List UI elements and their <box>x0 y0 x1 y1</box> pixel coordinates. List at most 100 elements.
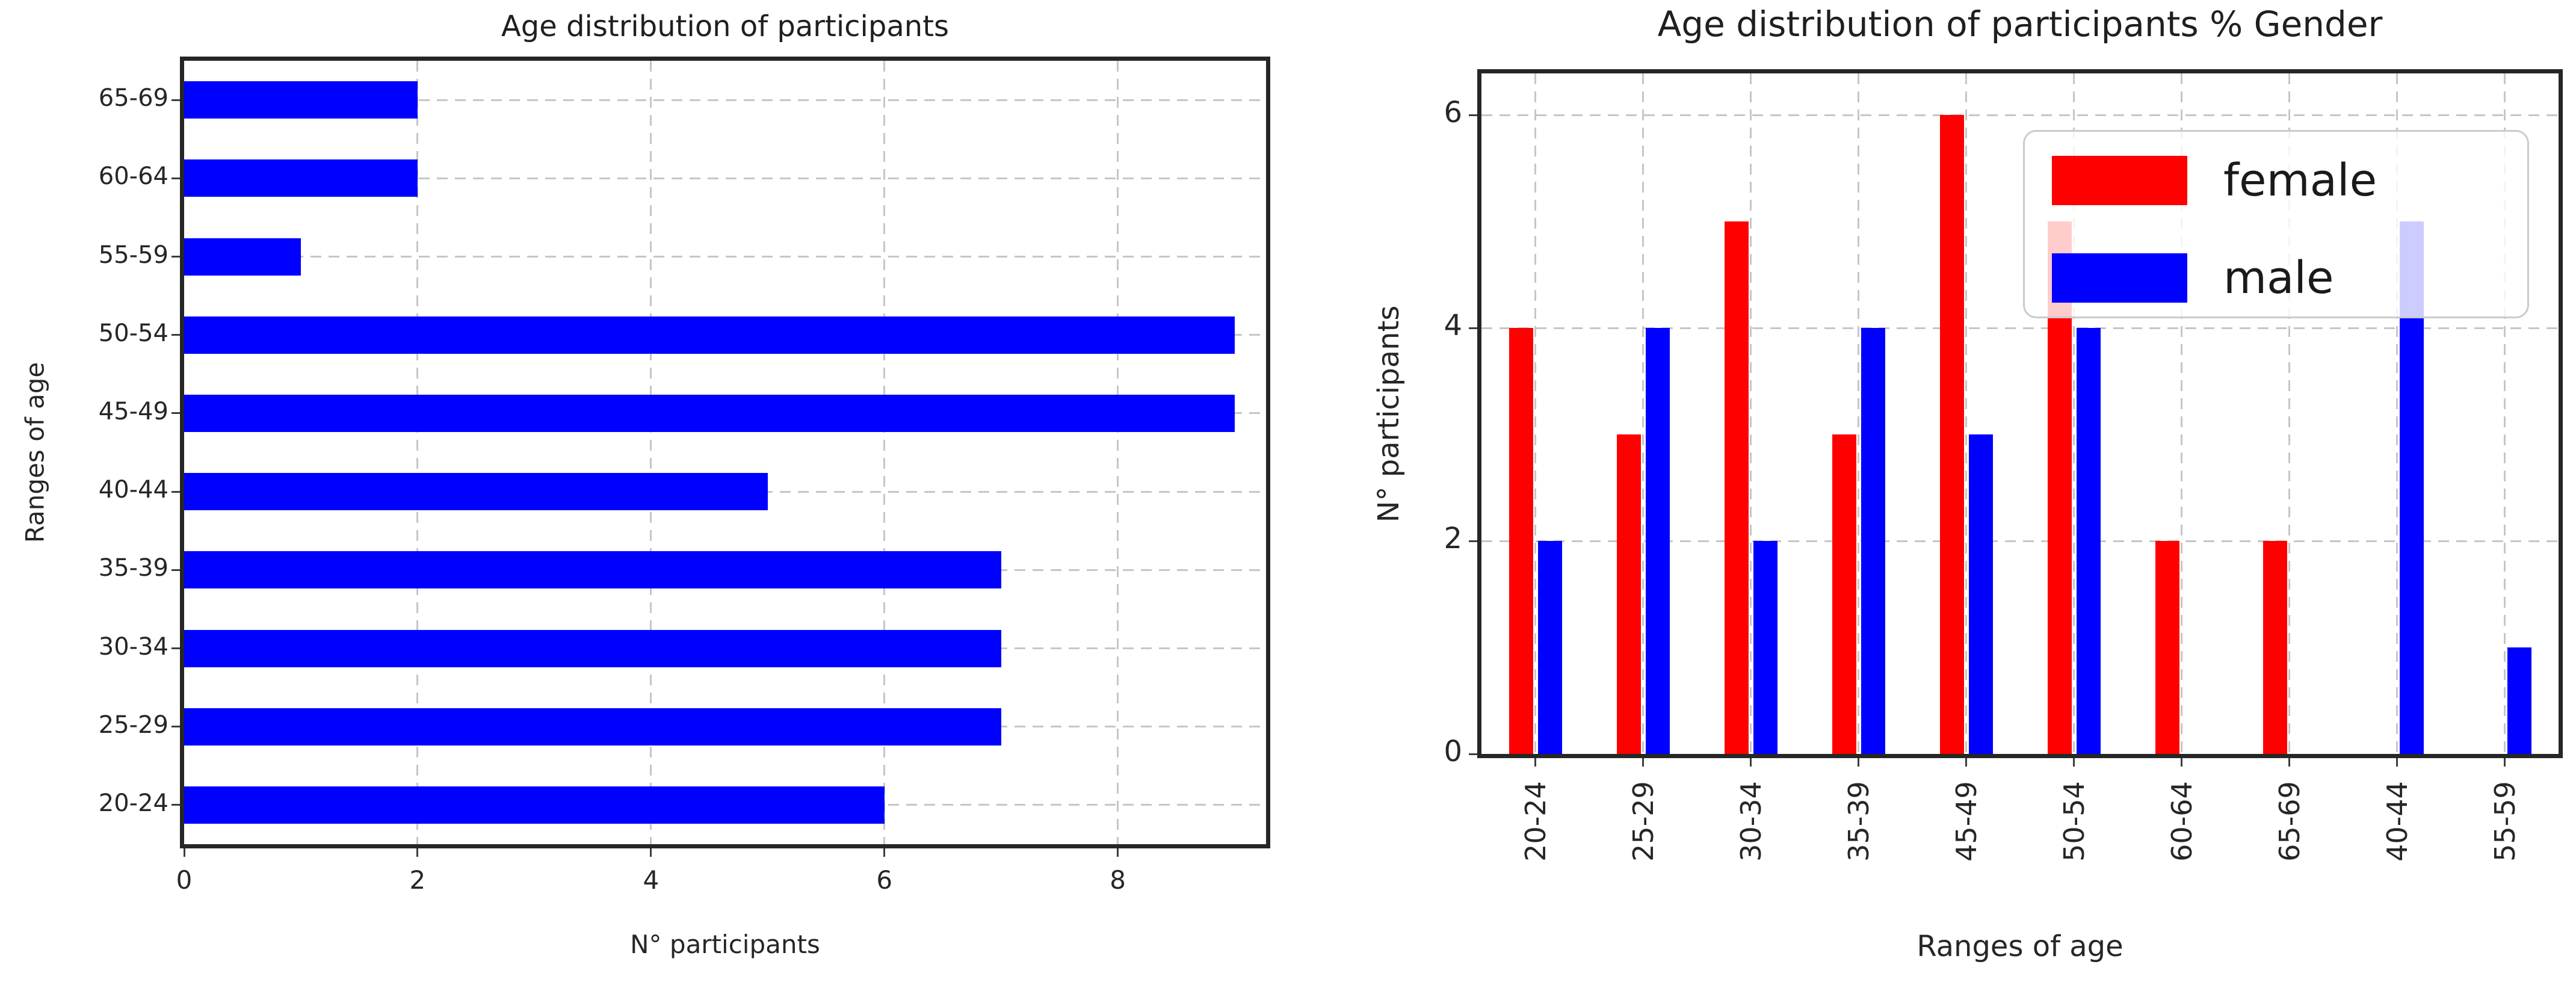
gridline-x-50-54 <box>2073 73 2075 754</box>
bar-female-30-34 <box>1724 221 1749 754</box>
bar-female-35-39 <box>1832 434 1856 754</box>
right-xtick-label-40-44: 40-44 <box>2380 781 2414 862</box>
right-xtick-mark-30-34 <box>1750 758 1752 767</box>
right-ytick-label-2: 2 <box>1444 522 1462 555</box>
gridline-y-65-69 <box>184 99 1266 101</box>
gridline-x-2 <box>416 61 419 844</box>
legend-label-male: male <box>2223 252 2334 304</box>
gridline-x-8 <box>1117 61 1119 844</box>
bar-female-65-69 <box>2262 541 2287 754</box>
right-xtick-label-55-59: 55-59 <box>2488 781 2521 862</box>
legend-swatch-male <box>2052 253 2187 303</box>
right-yaxis-label: N° participants <box>1372 305 1406 523</box>
xtick-label-4: 4 <box>643 865 659 895</box>
right-xtick-label-20-24: 20-24 <box>1519 781 1552 862</box>
gridline-y-55-59 <box>184 256 1266 258</box>
ytick-label-20-24: 20-24 <box>98 789 168 817</box>
bar-male-50-54 <box>2076 328 2101 754</box>
bar-female-25-29 <box>1616 434 1641 754</box>
ytick-label-55-59: 55-59 <box>98 241 168 269</box>
xtick-label-0: 0 <box>176 865 193 895</box>
right-xtick-label-65-69: 65-69 <box>2273 781 2306 862</box>
bar-35-39 <box>184 551 1001 589</box>
left-xaxis-label: N° participants <box>630 930 820 959</box>
right-xtick-mark-35-39 <box>1858 758 1859 767</box>
right-ytick-mark-6 <box>1469 114 1477 116</box>
right-ytick-label-4: 4 <box>1444 309 1462 343</box>
ytick-mark-50-54 <box>171 334 180 336</box>
bar-male-35-39 <box>1861 328 1885 754</box>
ytick-label-50-54: 50-54 <box>98 319 168 347</box>
right-xtick-label-35-39: 35-39 <box>1842 781 1875 862</box>
right-ytick-mark-4 <box>1469 327 1477 329</box>
right-xtick-label-60-64: 60-64 <box>2165 781 2198 862</box>
bar-male-55-59 <box>2507 647 2531 754</box>
gridline-x-20-24 <box>1534 73 1536 754</box>
gridline-x-40-44 <box>2396 73 2398 754</box>
bar-60-64 <box>184 159 418 197</box>
right-ytick-label-6: 6 <box>1444 96 1462 130</box>
ytick-mark-35-39 <box>171 569 180 571</box>
xtick-mark-0 <box>183 848 185 857</box>
ytick-label-25-29: 25-29 <box>98 711 168 739</box>
gridline-y-4 <box>1481 327 2559 329</box>
ytick-label-60-64: 60-64 <box>98 162 168 191</box>
ytick-label-65-69: 65-69 <box>98 84 168 113</box>
ytick-label-35-39: 35-39 <box>98 554 168 582</box>
ytick-label-40-44: 40-44 <box>98 476 168 504</box>
gridline-x-4 <box>650 61 652 844</box>
right-ytick-label-0: 0 <box>1444 735 1462 768</box>
xtick-mark-2 <box>416 848 419 857</box>
xtick-label-6: 6 <box>876 865 893 895</box>
ytick-mark-40-44 <box>171 490 180 493</box>
bar-male-45-49 <box>1968 434 1993 754</box>
bar-male-25-29 <box>1645 328 1670 754</box>
xtick-mark-8 <box>1117 848 1119 857</box>
bar-female-20-24 <box>1509 328 1533 754</box>
bar-50-54 <box>184 316 1235 354</box>
bar-20-24 <box>184 786 885 824</box>
bar-65-69 <box>184 81 418 119</box>
left-chart-title: Age distribution of participants <box>501 10 950 43</box>
gridline-x-35-39 <box>1858 73 1859 754</box>
gridline-x-30-34 <box>1750 73 1752 754</box>
ytick-label-30-34: 30-34 <box>98 632 168 661</box>
legend-swatch-female <box>2052 156 2187 205</box>
right-xtick-mark-25-29 <box>1642 758 1644 767</box>
bar-female-45-49 <box>1939 115 1964 754</box>
gridline-y-2 <box>1481 540 2559 542</box>
right-xtick-mark-60-64 <box>2181 758 2182 767</box>
right-xtick-label-50-54: 50-54 <box>2057 781 2090 862</box>
right-xtick-mark-55-59 <box>2504 758 2506 767</box>
right-xtick-mark-65-69 <box>2288 758 2290 767</box>
xtick-mark-6 <box>883 848 886 857</box>
legend-label-female: female <box>2223 155 2377 206</box>
right-ytick-mark-0 <box>1469 753 1477 755</box>
bar-25-29 <box>184 708 1001 745</box>
gridline-x-25-29 <box>1642 73 1644 754</box>
right-chart-title: Age distribution of participants % Gende… <box>1657 4 2383 45</box>
ytick-mark-60-64 <box>171 177 180 179</box>
gridline-x-45-49 <box>1965 73 1967 754</box>
right-ytick-mark-2 <box>1469 540 1477 542</box>
right-xtick-label-45-49: 45-49 <box>1950 781 1983 862</box>
ytick-mark-55-59 <box>171 256 180 258</box>
gridline-y-60-64 <box>184 177 1266 179</box>
bar-45-49 <box>184 394 1235 432</box>
xtick-label-2: 2 <box>409 865 426 895</box>
right-xtick-label-25-29: 25-29 <box>1626 781 1660 862</box>
gridline-x-55-59 <box>2504 73 2506 754</box>
xtick-label-8: 8 <box>1110 865 1126 895</box>
right-plot-area <box>1477 69 2563 758</box>
ytick-mark-25-29 <box>171 726 180 728</box>
gridline-x-60-64 <box>2181 73 2182 754</box>
right-xtick-mark-50-54 <box>2073 758 2075 767</box>
ytick-mark-45-49 <box>171 412 180 415</box>
legend-box: female male <box>2023 130 2529 318</box>
ytick-label-45-49: 45-49 <box>98 397 168 425</box>
left-yaxis-label: Ranges of age <box>20 362 50 543</box>
right-xtick-label-30-34: 30-34 <box>1734 781 1767 862</box>
right-xtick-mark-20-24 <box>1534 758 1536 767</box>
bar-female-60-64 <box>2155 541 2179 754</box>
